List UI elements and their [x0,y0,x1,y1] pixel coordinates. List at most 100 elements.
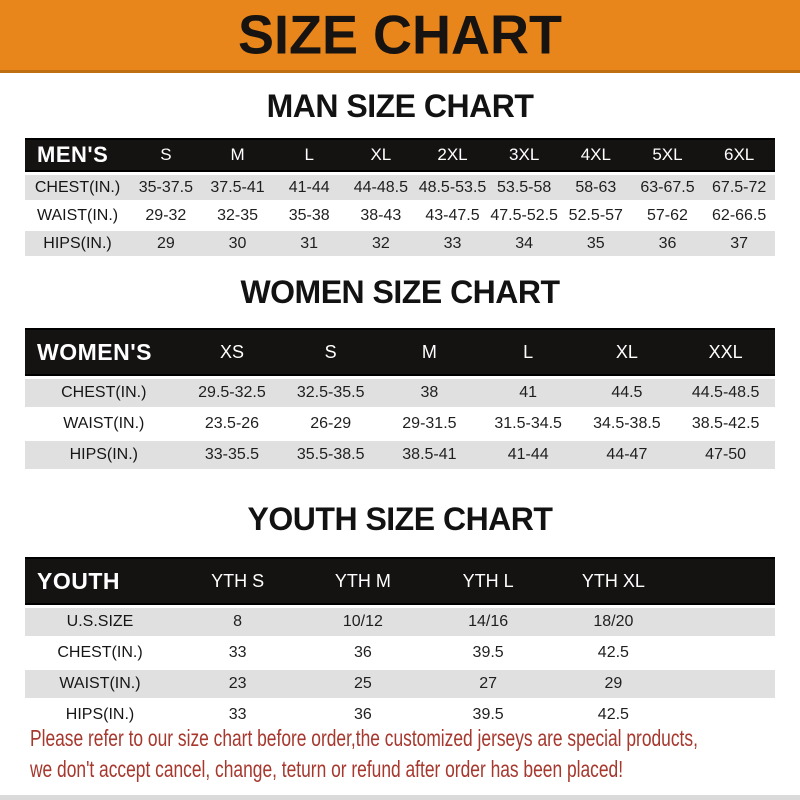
size-cell: 44-48.5 [345,175,417,200]
size-cell: 44-47 [577,441,677,469]
size-cell: 48.5-53.5 [416,175,489,200]
size-cell: 57-62 [631,203,704,228]
size-cell: 47.5-52.5 [488,203,560,228]
size-cell: 41-44 [273,175,346,200]
youth-size-chart-title: YOUTH SIZE CHART [247,501,553,537]
size-cell: 31 [273,231,346,256]
size-cell: 62-66.5 [703,203,775,228]
size-cell: 29 [550,670,676,698]
size-cell: 29.5-32.5 [182,379,282,407]
table-row: WAIST(IN.) 29-32 32-35 35-38 38-43 43-47.5 47.… [25,203,775,228]
row-label: WAIST(IN.) [25,410,183,438]
column-header: M [380,328,479,376]
women-size-table: WOMEN'S XS S M L XL XXL CHEST(IN.) 29.5-32.5 32.5… [25,325,775,472]
size-cell: 34.5-38.5 [577,410,677,438]
column-header: 4XL [559,138,632,172]
column-header: YTH L [425,557,551,605]
row-label: U.S.SIZE [25,608,175,636]
column-header: S [130,138,202,172]
size-cell: 37 [703,231,775,256]
men-size-table: MEN'S S M L XL 2XL 3XL 4XL 5XL 6XL CHEST(IN.) 35-37… [25,135,775,259]
size-cell: 33 [175,701,301,729]
banner-title: SIZE CHART [238,4,562,66]
size-cell: 26-29 [281,410,381,438]
table-header-row: WOMEN'S XS S M L XL XXL [25,328,775,376]
size-cell: 38 [380,379,479,407]
column-header: XS [182,328,282,376]
size-chart-banner: SIZE CHART [0,0,800,73]
size-cell: 63-67.5 [631,175,704,200]
table-row: WAIST(IN.) 23 25 27 29 [25,670,775,698]
filler-cell [676,639,775,667]
column-header: 2XL [416,138,489,172]
size-cell: 35 [559,231,632,256]
filler-cell [676,608,775,636]
size-cell: 10/12 [300,608,426,636]
size-cell: 32 [345,231,417,256]
size-cell: 32-35 [201,203,274,228]
row-label: HIPS(IN.) [25,441,183,469]
column-header: L [478,328,578,376]
size-cell: 29-32 [130,203,202,228]
size-cell: 31.5-34.5 [478,410,578,438]
size-cell: 52.5-57 [559,203,632,228]
size-cell: 29-31.5 [380,410,479,438]
size-cell: 36 [300,701,426,729]
table-header-label: MEN'S [25,138,131,172]
size-cell: 38.5-41 [380,441,479,469]
size-cell: 44.5-48.5 [676,379,775,407]
table-row: U.S.SIZE 8 10/12 14/16 18/20 [25,608,775,636]
size-cell: 27 [425,670,551,698]
column-header: XL [345,138,417,172]
size-cell: 8 [175,608,301,636]
size-cell: 38-43 [345,203,417,228]
man-size-chart-title: MAN SIZE CHART [266,88,534,124]
table-row: HIPS(IN.) 29 30 31 32 33 34 35 36 37 [25,231,775,256]
table-header-row: YOUTH YTH S YTH M YTH L YTH XL [25,557,775,605]
size-cell: 35-38 [273,203,346,228]
size-cell: 33 [416,231,489,256]
row-label: HIPS(IN.) [25,701,175,729]
size-cell: 53.5-58 [488,175,560,200]
column-header: YTH S [175,557,301,605]
table-header-row: MEN'S S M L XL 2XL 3XL 4XL 5XL 6XL [25,138,775,172]
size-cell: 23.5-26 [182,410,282,438]
size-cell: 29 [130,231,202,256]
row-label: CHEST(IN.) [25,379,183,407]
size-cell: 42.5 [550,639,676,667]
size-cell: 41-44 [478,441,578,469]
size-cell: 32.5-35.5 [281,379,381,407]
size-cell: 18/20 [550,608,676,636]
disclaimer-line-1: Please refer to our size chart before or… [30,725,698,751]
size-cell: 23 [175,670,301,698]
filler-cell [676,701,775,729]
size-cell: 25 [300,670,426,698]
row-label: CHEST(IN.) [25,639,175,667]
table-row: CHEST(IN.) 33 36 39.5 42.5 [25,639,775,667]
size-cell: 36 [631,231,704,256]
row-label: WAIST(IN.) [25,670,175,698]
row-label: WAIST(IN.) [25,203,131,228]
column-header: 3XL [488,138,560,172]
column-header: S [281,328,381,376]
size-cell: 30 [201,231,274,256]
size-cell: 67.5-72 [703,175,775,200]
table-row: WAIST(IN.) 23.5-26 26-29 29-31.5 31.5-34.5 34… [25,410,775,438]
table-row: HIPS(IN.) 33-35.5 35.5-38.5 38.5-41 41-44 44-… [25,441,775,469]
size-cell: 41 [478,379,578,407]
column-header: XL [577,328,677,376]
size-cell: 58-63 [559,175,632,200]
size-cell: 44.5 [577,379,677,407]
size-cell: 35-37.5 [130,175,202,200]
table-row: CHEST(IN.) 29.5-32.5 32.5-35.5 38 41 44.5 44.5… [25,379,775,407]
column-header: M [201,138,274,172]
size-cell: 47-50 [676,441,775,469]
size-cell: 37.5-41 [201,175,274,200]
column-header: L [273,138,346,172]
size-cell: 43-47.5 [416,203,489,228]
size-cell: 36 [300,639,426,667]
table-header-label: WOMEN'S [25,328,183,376]
disclaimer-note: Please refer to our size chart before or… [30,723,800,785]
size-cell: 38.5-42.5 [676,410,775,438]
row-label: HIPS(IN.) [25,231,131,256]
